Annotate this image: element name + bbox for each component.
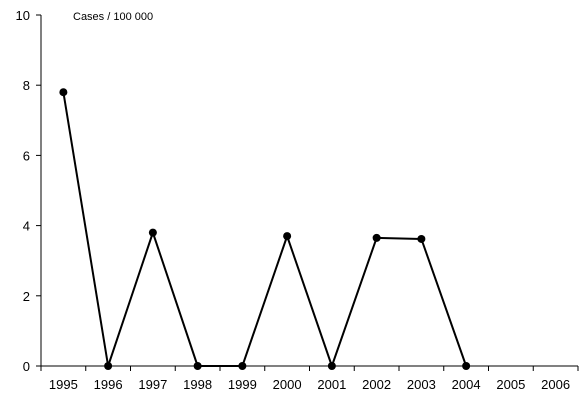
series-line-segment bbox=[376, 236, 422, 240]
x-tick-label: 2000 bbox=[273, 377, 302, 392]
data-point-2000 bbox=[283, 232, 292, 241]
data-point-1996 bbox=[104, 362, 113, 370]
x-tick-label: 2001 bbox=[317, 377, 346, 392]
x-tick-label: 2006 bbox=[541, 377, 570, 392]
y-tick-label: 2 bbox=[23, 289, 30, 304]
series-line-segment bbox=[420, 238, 468, 367]
y-tick-label: 0 bbox=[23, 359, 30, 374]
series-line-segment bbox=[241, 235, 289, 367]
x-ticks: 1995 1996 1997 1998 1999 2000 2001 2002 2003 2004… bbox=[40, 366, 579, 392]
series-line-segment bbox=[286, 235, 333, 367]
data-point-2003 bbox=[417, 234, 426, 243]
x-tick-label: 1997 bbox=[138, 377, 167, 392]
data-point-1997 bbox=[148, 228, 157, 237]
y-tick-label: 8 bbox=[23, 78, 30, 93]
data-point-2001 bbox=[327, 362, 336, 370]
data-point-1998 bbox=[193, 362, 202, 370]
series-line-segment bbox=[62, 92, 110, 367]
data-point-1999 bbox=[238, 362, 247, 370]
data-point-1995 bbox=[59, 88, 68, 97]
series-line-segment bbox=[151, 232, 199, 367]
x-tick-label: 2002 bbox=[362, 377, 391, 392]
series-lines bbox=[62, 92, 468, 367]
x-tick-label: 1998 bbox=[183, 377, 212, 392]
data-point-2002 bbox=[372, 233, 381, 242]
x-tick-label: 2003 bbox=[407, 377, 436, 392]
y-ticks: 0 2 4 6 8 10 bbox=[16, 8, 41, 374]
x-tick-label: 2004 bbox=[452, 377, 481, 392]
x-tick-label: 1995 bbox=[49, 377, 78, 392]
y-tick-label: 10 bbox=[16, 8, 30, 23]
x-tick-label: 1999 bbox=[228, 377, 257, 392]
series-line-segment bbox=[330, 237, 378, 367]
x-tick-label: 1996 bbox=[94, 377, 123, 392]
y-tick-label: 6 bbox=[23, 148, 30, 163]
y-axis-unit-label: Cases / 100 000 bbox=[73, 11, 153, 23]
x-tick-label: 2005 bbox=[496, 377, 525, 392]
y-tick-label: 4 bbox=[23, 219, 30, 234]
axes bbox=[40, 15, 578, 367]
series-points bbox=[59, 88, 471, 370]
series-line-segment bbox=[107, 232, 154, 367]
data-point-2004 bbox=[462, 362, 471, 370]
